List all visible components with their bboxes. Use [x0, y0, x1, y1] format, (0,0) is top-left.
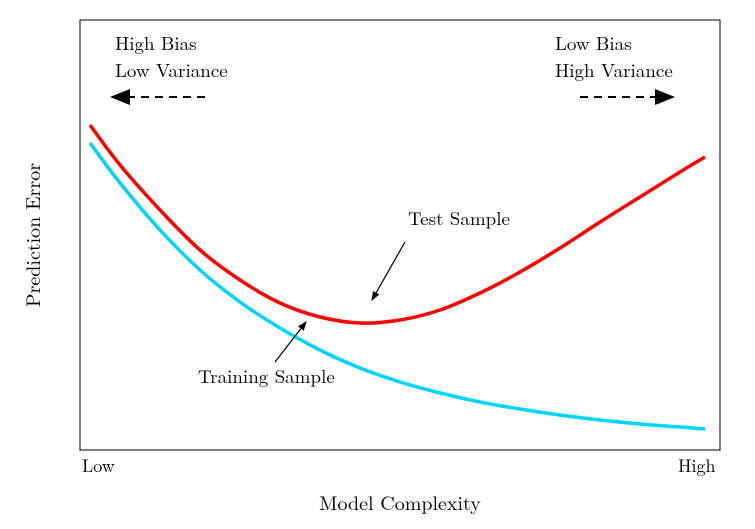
y-axis-label: Prediction Error — [17, 163, 46, 307]
x-tick-low: Low — [82, 453, 115, 478]
bias-variance-chart: High Bias Low Variance Low Bias High Var… — [0, 0, 755, 529]
chart-svg: High Bias Low Variance Low Bias High Var… — [0, 0, 755, 529]
high-bias-text: High Bias — [115, 29, 197, 56]
low-bias-text: Low Bias — [555, 29, 632, 56]
x-axis-label: Model Complexity — [319, 487, 481, 516]
high-variance-text: High Variance — [555, 56, 673, 83]
test-sample-arrow — [372, 242, 405, 300]
test-curve — [90, 125, 705, 323]
x-tick-high: High — [678, 453, 716, 478]
low-variance-text: Low Variance — [115, 56, 228, 83]
training-curve — [90, 143, 705, 429]
plot-border — [80, 20, 720, 450]
training-sample-label: Training Sample — [198, 362, 335, 389]
test-sample-label: Test Sample — [408, 204, 510, 231]
